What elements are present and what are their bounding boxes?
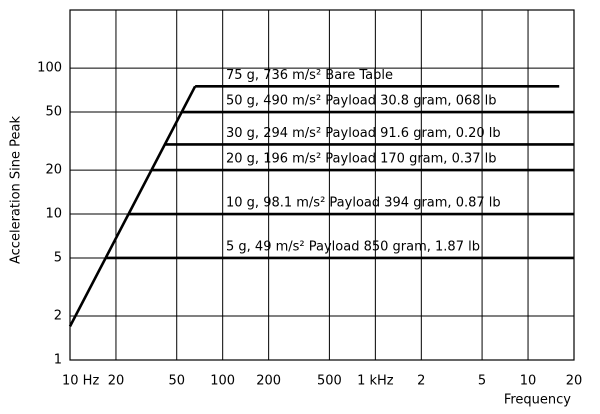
y-tick-label: 100 (37, 61, 62, 76)
x-tick-label: 1 kHz (357, 374, 394, 389)
x-tick-label: 20 (108, 374, 125, 389)
plot-frame (69, 9, 575, 361)
y-tick-label: 20 (45, 163, 62, 178)
line-label: 20 g, 196 m/s² Payload 170 gram, 0.37 lb (226, 152, 497, 167)
y-tick-label: 5 (54, 250, 62, 265)
x-axis-label: Frequency (504, 393, 571, 408)
x-tick-label: 2 (417, 374, 425, 389)
y-tick-label: 10 (45, 207, 62, 222)
x-tick-label: 500 (317, 374, 342, 389)
line-label: 30 g, 294 m/s² Payload 91.6 gram, 0.20 l… (226, 126, 501, 141)
y-tick-label: 50 (45, 105, 62, 120)
data-line (68, 85, 197, 327)
x-tick-label: 5 (478, 374, 486, 389)
y-tick-label: 2 (54, 309, 62, 324)
x-tick-label: 20 (566, 374, 583, 389)
line-label: 50 g, 490 m/s² Payload 30.8 gram, 068 lb (226, 94, 497, 109)
y-axis-label: Acceleration Sine Peak (9, 116, 24, 264)
line-label: 75 g, 736 m/s² Bare Table (226, 68, 393, 83)
x-tick-label: 100 (210, 374, 235, 389)
x-tick-label: 50 (168, 374, 185, 389)
x-tick-label: 10 (520, 374, 537, 389)
line-label: 10 g, 98.1 m/s² Payload 394 gram, 0.87 l… (226, 196, 501, 211)
line-label: 5 g, 49 m/s² Payload 850 gram, 1.87 lb (226, 239, 480, 254)
x-tick-label: 10 Hz (62, 374, 99, 389)
x-tick-label: 200 (256, 374, 281, 389)
y-tick-label: 1 (54, 353, 62, 368)
